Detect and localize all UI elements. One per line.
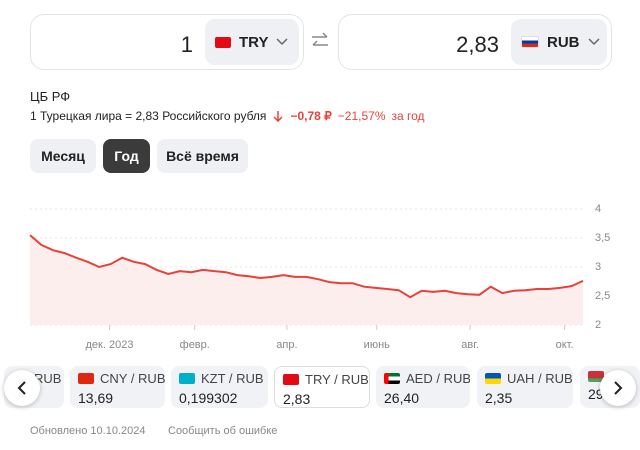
report-link[interactable]: Сообщить об ошибке [168,425,278,437]
to-amount[interactable]: 2,83 [456,32,499,57]
source: ЦБ РФ [30,89,71,104]
pair-card[interactable]: AED / RUB 26,40 [376,366,470,408]
x-tick-label: авг. [461,339,479,351]
rate-line: 1 Турецкая лира = 2,83 Российского рубля… [30,109,425,123]
pair-rate: 2,35 [485,390,513,406]
pair-rate: 13,69 [78,390,114,406]
to-currency[interactable]: RUB [511,19,607,65]
pair-name: TRY / RUB [305,372,369,387]
down-arrow [273,111,283,122]
x-tick-label: окт. [556,339,574,351]
currency-code: TRY [239,33,269,51]
y-tick-label: 2,5 [595,290,610,302]
updated: Обновлено 10.10.2024 [30,425,146,437]
line [29,234,584,299]
change-period: за год [391,109,425,123]
flag [215,36,231,48]
period-button[interactable]: Месяц [30,139,96,173]
pair-rate: 2,83 [283,391,311,407]
pair-card[interactable]: UAH / RUB 2,35 [477,366,573,408]
from-field[interactable]: 1 TRY [30,14,304,70]
rate-text: 1 Турецкая лира = 2,83 Российского рубля [30,109,267,123]
pair-name: RUB [34,371,62,386]
period-button[interactable]: Всё время [157,139,248,173]
chevron [276,38,288,46]
y-tick-label: 3 [595,261,601,273]
pair-rate: 26,40 [384,390,420,406]
x-tick-label: апр. [276,339,297,351]
y-tick-label: 4 [595,203,601,215]
from-amount[interactable]: 1 [180,32,193,57]
pair-name: CNY / RUB [100,371,165,386]
from-currency[interactable]: TRY [205,19,299,65]
to-field[interactable]: 2,83 RUB [338,14,612,70]
flag [521,36,539,48]
pair-card[interactable]: KZT / RUB 0,199302 [171,366,268,408]
pair-card[interactable]: TRY / RUB 2,83 [274,366,370,408]
period-button[interactable]: Год [103,139,150,173]
chart: 4 3,5 3 2,5 2 дек. 2023 февр. апр. июнь авг. окт. [29,203,610,351]
scroll-right[interactable] [600,370,636,406]
x-tick-label: дек. 2023 [86,339,134,351]
currency-code: RUB [547,33,580,51]
y-tick-label: 2 [595,319,601,331]
pair-name: AED / RUB [406,371,470,386]
scroll-left[interactable] [4,370,40,406]
pair-name: KZT / RUB [201,371,264,386]
x-tick-label: февр. [180,339,210,351]
swap-icon[interactable] [310,32,330,50]
change-amount: −0,78 ₽ [290,109,332,123]
pair-card[interactable]: CNY / RUB 13,69 [70,366,165,408]
y-tick-label: 3,5 [595,232,610,244]
pair-rate: 0,199302 [179,390,238,406]
chevron [587,38,600,46]
area [30,235,583,325]
change-percent: −21,57% [337,109,386,123]
pair-name: UAH / RUB [507,371,573,386]
x-tick-label: июнь [364,339,390,351]
